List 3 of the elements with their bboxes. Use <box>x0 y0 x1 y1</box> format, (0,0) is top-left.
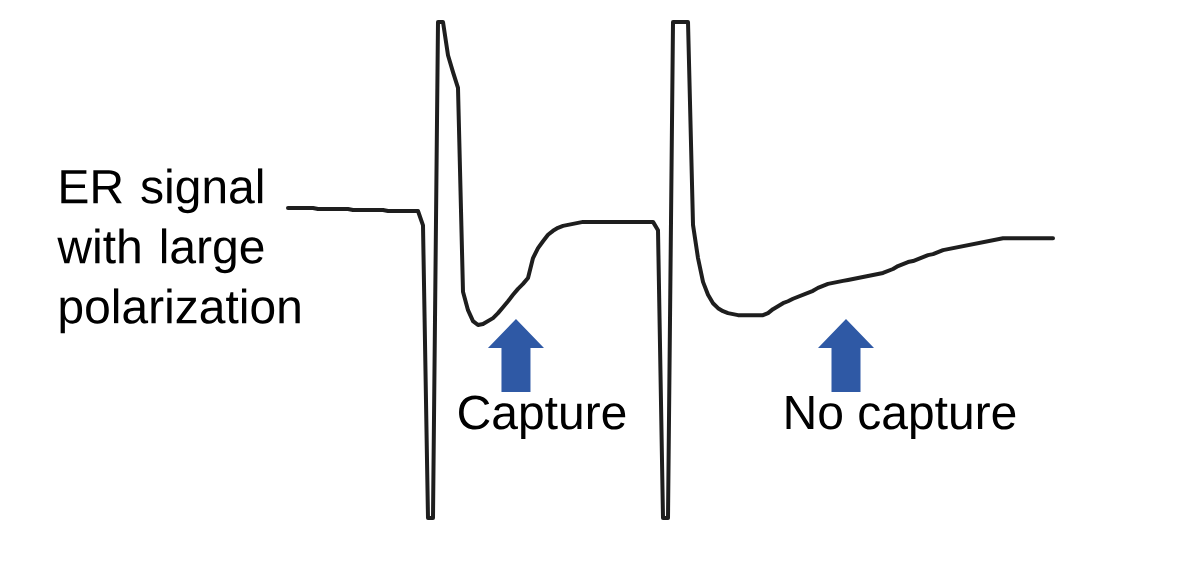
annotation: Capture <box>459 395 626 439</box>
series-label: ER signal with large polarization <box>57 168 300 334</box>
annotation: No capture <box>786 395 1016 439</box>
